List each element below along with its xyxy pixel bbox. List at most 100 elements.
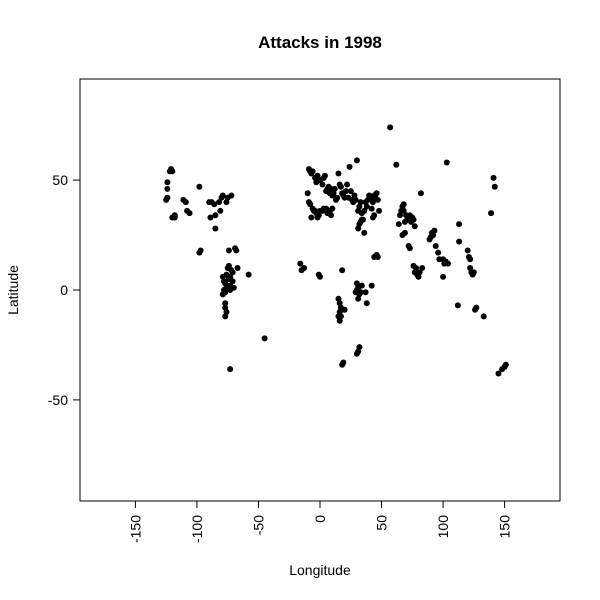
data-point	[400, 201, 407, 208]
data-point	[419, 265, 426, 272]
data-point	[197, 247, 204, 254]
data-point	[225, 247, 232, 254]
data-point	[229, 269, 236, 276]
data-point	[219, 192, 226, 199]
x-tick-label: 100	[435, 515, 451, 539]
data-point	[227, 366, 234, 373]
x-tick-label: 150	[497, 515, 513, 539]
data-point	[376, 207, 383, 214]
data-point	[393, 161, 400, 168]
data-point	[164, 179, 171, 186]
data-point	[227, 273, 234, 280]
data-point	[369, 214, 376, 221]
data-point	[363, 203, 370, 210]
data-point	[363, 300, 370, 307]
data-point	[454, 302, 461, 309]
data-point	[341, 306, 348, 313]
data-point	[502, 361, 509, 368]
x-tick-label: -50	[250, 515, 266, 535]
data-point	[346, 163, 353, 170]
data-point	[212, 225, 219, 232]
data-point	[182, 199, 189, 206]
data-point	[368, 282, 375, 289]
data-point	[232, 245, 239, 252]
data-point	[473, 304, 480, 311]
data-point	[368, 205, 375, 212]
data-point	[297, 260, 304, 267]
data-point	[443, 159, 450, 166]
data-point	[225, 262, 232, 269]
data-point	[261, 335, 268, 342]
data-point	[229, 278, 236, 285]
data-point	[440, 273, 447, 280]
data-point	[164, 185, 171, 192]
data-point	[222, 313, 229, 320]
data-point	[334, 194, 341, 201]
data-point	[445, 260, 451, 267]
data-point	[301, 265, 307, 272]
data-point	[374, 254, 381, 261]
x-tick-label: 0	[312, 515, 328, 523]
data-point	[470, 269, 477, 276]
data-point	[317, 273, 323, 280]
data-point	[307, 201, 314, 208]
y-tick-label: 50	[52, 172, 68, 188]
data-point	[211, 201, 218, 208]
data-point	[207, 214, 214, 221]
y-axis: -50 0 50	[48, 172, 80, 408]
data-point	[358, 282, 365, 289]
data-point	[339, 361, 346, 368]
data-point	[413, 265, 419, 272]
data-point	[431, 227, 438, 234]
data-point	[337, 313, 344, 320]
data-point	[369, 199, 376, 206]
data-point	[342, 188, 349, 195]
data-point	[171, 214, 178, 221]
chart-title: Attacks in 1998	[258, 33, 382, 52]
data-point	[186, 210, 193, 217]
data-point	[467, 256, 474, 263]
y-tick-label: 0	[60, 282, 68, 298]
data-point	[395, 221, 402, 228]
data-point	[337, 183, 344, 190]
x-tick-label: -100	[189, 515, 205, 543]
data-point	[352, 196, 359, 203]
data-point	[416, 269, 423, 276]
data-point	[362, 289, 369, 296]
data-point	[358, 216, 365, 223]
data-point	[169, 168, 176, 175]
data-point	[328, 212, 335, 219]
data-point	[480, 313, 487, 320]
data-point	[355, 295, 362, 302]
data-point	[456, 238, 463, 245]
data-points	[163, 124, 509, 377]
data-point	[164, 194, 171, 201]
data-point	[464, 247, 471, 254]
data-point	[245, 271, 252, 278]
data-point	[212, 212, 219, 219]
data-point	[309, 168, 316, 175]
data-point	[387, 124, 394, 131]
x-tick-label: -150	[127, 515, 143, 543]
data-point	[357, 289, 364, 296]
data-point	[234, 265, 241, 272]
data-point	[319, 181, 326, 188]
data-point	[321, 172, 328, 179]
data-point	[353, 350, 360, 357]
data-point	[304, 190, 311, 197]
data-point	[432, 243, 439, 250]
x-tick-label: 50	[374, 515, 390, 531]
plot-frame	[79, 78, 561, 502]
data-point	[227, 287, 234, 293]
data-point	[410, 216, 417, 223]
data-point	[374, 196, 381, 203]
data-point	[228, 192, 235, 199]
data-point	[400, 207, 407, 214]
x-axis-label: Longitude	[289, 562, 351, 578]
data-point	[217, 207, 224, 214]
data-point	[329, 205, 336, 212]
data-point	[495, 370, 502, 377]
data-point	[488, 210, 495, 217]
y-tick-label: -50	[48, 392, 68, 408]
data-point	[417, 190, 424, 197]
